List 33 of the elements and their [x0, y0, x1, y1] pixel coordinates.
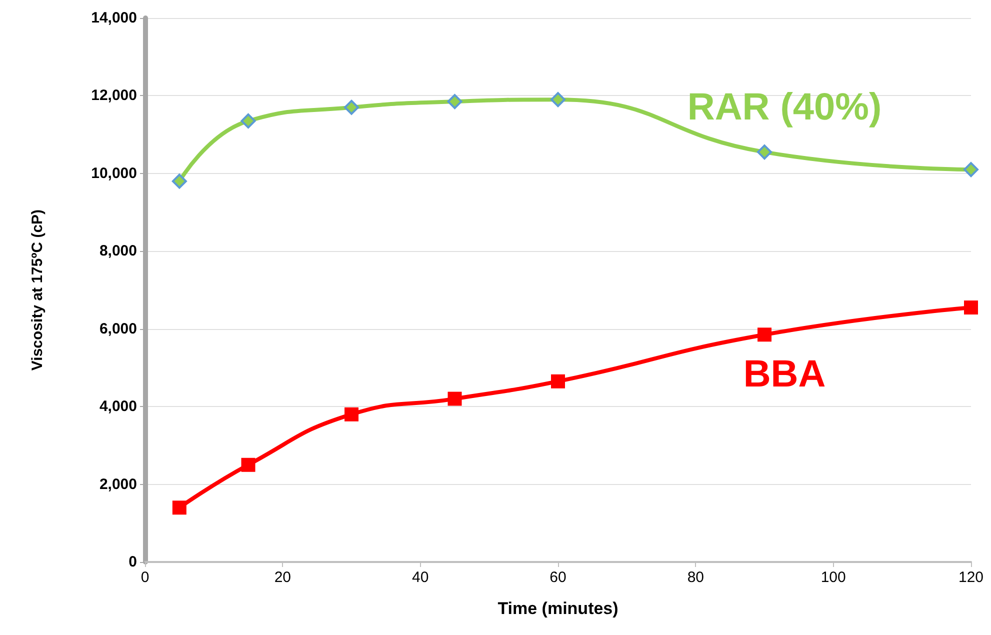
point — [240, 113, 256, 128]
y-tick-label: 12,000 — [91, 87, 137, 104]
point — [964, 162, 978, 178]
series-label: BBA — [743, 354, 826, 396]
y-tick-label: 4,000 — [99, 398, 137, 416]
point — [172, 500, 186, 515]
y-axis-title: Viscosity at 175ºC (cP) — [29, 209, 46, 371]
point — [551, 374, 565, 388]
y-tick-label: 0 — [128, 554, 137, 570]
point — [964, 300, 978, 314]
point — [447, 94, 462, 110]
x-tick-label: 20 — [274, 569, 292, 586]
x-tick-label: 100 — [820, 569, 846, 586]
x-tick-label: 40 — [412, 569, 429, 586]
series-label: RAR (40%) — [687, 86, 882, 129]
point — [241, 458, 256, 472]
y-tick-label: 10,000 — [91, 164, 137, 182]
point — [344, 407, 358, 422]
y-tick-label: 14,000 — [91, 10, 137, 26]
x-axis-title: Time (minutes) — [498, 599, 618, 618]
x-tick-label: 0 — [140, 569, 150, 586]
x-tick-label: 60 — [550, 569, 566, 586]
x-tick-label: 120 — [958, 569, 984, 586]
y-tick-label: 2,000 — [99, 476, 137, 493]
point — [172, 174, 187, 189]
y-tick-label: 8,000 — [99, 242, 137, 260]
x-tick-label: 80 — [687, 569, 704, 586]
point — [344, 100, 359, 115]
point — [550, 92, 566, 108]
point — [757, 144, 772, 160]
point — [758, 328, 772, 342]
point — [448, 392, 462, 406]
y-tick-label: 6,000 — [99, 320, 137, 338]
